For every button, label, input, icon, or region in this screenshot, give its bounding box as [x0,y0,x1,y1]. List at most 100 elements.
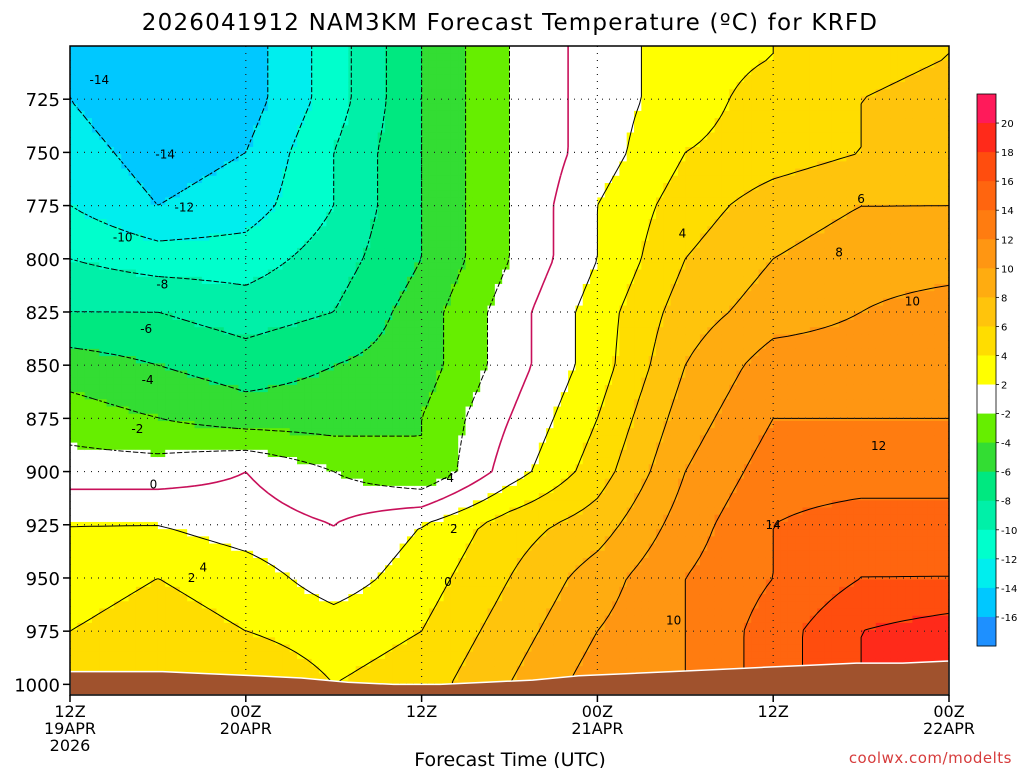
temperature-cell [326,262,335,271]
temperature-cell [297,557,305,566]
temperature-cell [377,399,386,408]
temperature-cell [77,420,86,429]
temperature-cell [297,572,305,581]
temperature-cell [128,435,137,444]
temperature-cell [260,74,269,83]
temperature-cell [297,190,305,199]
temperature-cell [143,594,152,602]
temperature-cell [179,442,188,451]
temperature-cell [253,493,262,501]
temperature-cell [370,46,379,54]
temperature-cell [458,384,467,393]
temperature-cell [348,118,357,126]
temperature-cell [370,637,379,646]
temperature-cell [421,334,430,343]
temperature-cell [472,53,481,62]
temperature-cell [370,146,379,155]
temperature-cell [128,183,137,191]
temperature-cell [165,399,174,408]
temperature-cell [326,608,335,617]
temperature-cell [326,233,335,242]
temperature-cell [414,651,423,660]
temperature-cell [113,125,122,134]
temperature-cell [172,651,181,660]
temperature-cell [355,233,364,242]
temperature-cell [165,377,174,386]
temperature-cell [223,255,232,263]
temperature-cell [172,666,181,674]
temperature-cell [370,89,379,98]
temperature-cell [406,168,415,177]
temperature-cell [106,420,115,429]
temperature-cell [128,233,137,242]
temperature-cell [399,586,408,595]
temperature-cell [348,514,357,523]
temperature-cell [297,341,305,350]
temperature-cell [113,420,122,429]
temperature-cell [443,291,452,299]
temperature-cell [355,89,364,98]
temperature-cell [377,622,386,631]
temperature-cell [450,96,459,105]
temperature-cell [238,579,247,588]
temperature-cell [172,139,181,148]
temperature-cell [260,82,269,90]
temperature-cell [194,74,203,83]
temperature-cell [187,327,196,336]
temperature-cell [289,255,298,263]
temperature-cell [450,594,459,602]
temperature-cell [465,384,474,393]
temperature-cell [406,233,415,242]
temperature-cell [363,247,371,256]
temperature-cell [253,550,262,559]
temperature-cell [384,211,393,220]
temperature-cell [377,666,386,674]
temperature-cell [201,435,210,444]
temperature-cell [143,644,152,653]
temperature-cell [392,449,401,458]
temperature-cell [121,630,130,638]
temperature-cell [392,327,401,336]
temperature-cell [370,320,379,328]
temperature-cell [121,211,130,220]
temperature-cell [414,644,423,653]
temperature-cell [348,269,357,278]
temperature-cell [201,276,210,285]
temperature-cell [406,312,415,321]
temperature-cell [384,341,393,350]
temperature-cell [377,565,386,574]
temperature-cell [465,146,474,155]
temperature-cell [216,550,225,559]
temperature-cell [333,637,342,646]
temperature-cell [355,211,364,220]
temperature-cell [428,651,437,660]
temperature-cell [319,622,327,631]
temperature-cell [282,579,291,588]
temperature-cell [414,507,423,516]
temperature-cell [363,622,371,631]
temperature-cell [231,168,240,177]
temperature-cell [333,658,342,667]
temperature-cell [245,175,254,184]
temperature-cell [99,341,108,350]
temperature-cell [311,500,320,509]
temperature-cell [458,550,467,559]
temperature-cell [465,233,474,242]
temperature-cell [304,334,313,343]
temperature-cell [216,622,225,631]
temperature-cell [135,536,144,545]
temperature-cell [260,413,269,422]
temperature-cell [363,536,371,545]
temperature-cell [406,579,415,588]
temperature-cell [289,219,298,227]
temperature-cell [128,356,137,364]
temperature-cell [443,168,452,177]
temperature-cell [370,60,379,69]
temperature-cell [421,449,430,458]
temperature-cell [245,132,254,141]
temperature-cell [377,615,386,624]
temperature-cell [377,305,386,314]
temperature-cell [384,298,393,307]
temperature-cell [458,219,467,227]
temperature-cell [187,204,196,213]
